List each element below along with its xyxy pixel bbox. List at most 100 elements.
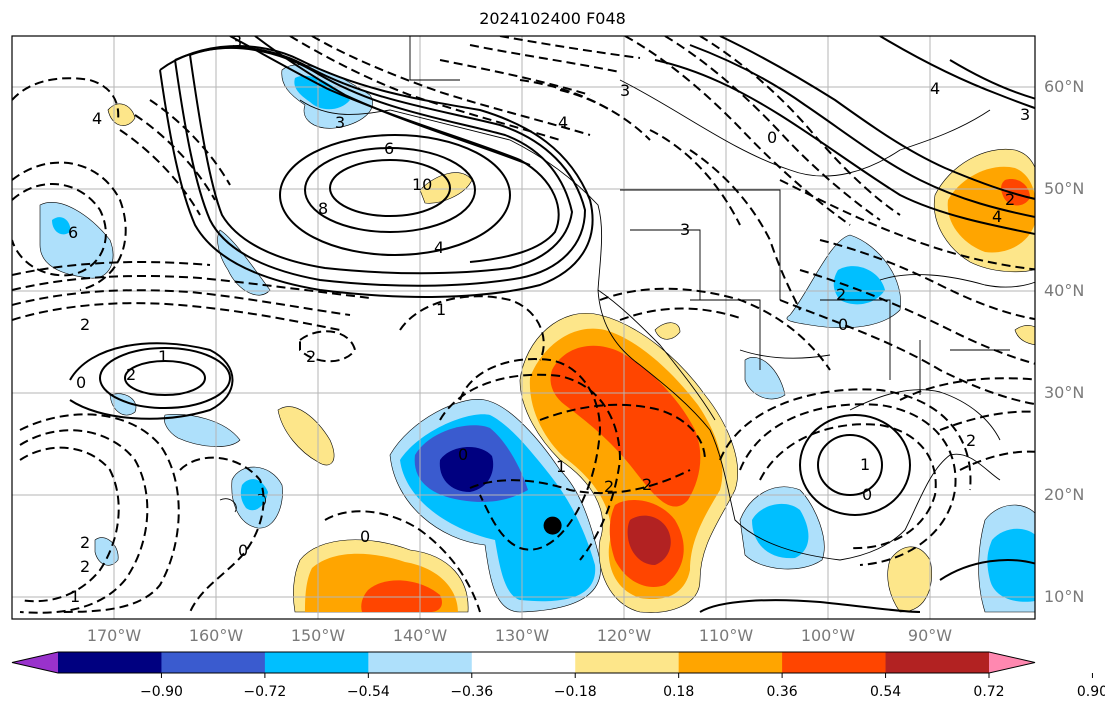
- contour-label: 2: [80, 315, 90, 334]
- colorbar-segment: [264, 652, 369, 673]
- colorbar-tick-label: 0.36: [766, 684, 798, 700]
- colorbar-tick-label: −0.72: [243, 684, 287, 700]
- colorbar-outline: [11, 651, 1036, 674]
- map-frame: [11, 35, 1036, 620]
- contour-label: 1: [436, 300, 446, 319]
- colorbar-tick-label: −0.18: [553, 684, 597, 700]
- coastlines: [219, 36, 1035, 561]
- colorbar-tick-label: −0.90: [139, 684, 183, 700]
- contour-label: 0: [458, 445, 468, 464]
- contour-label: 2: [1005, 190, 1015, 209]
- positive-anomaly-small-2: [107, 103, 136, 126]
- contour-label: 4: [992, 207, 1002, 226]
- contour-label: 2: [306, 347, 316, 366]
- contour-label: 3: [232, 32, 242, 51]
- contour-label: 0: [862, 485, 872, 504]
- colorbar-segment: [678, 652, 783, 673]
- negative-anomaly-small-4: [163, 414, 241, 447]
- colorbar-segment: [58, 652, 162, 673]
- longitude-label: 120°W: [596, 626, 652, 645]
- negative-contours: [12, 36, 1035, 614]
- negative-anomaly-gulf: [744, 357, 786, 400]
- colorbar-extend-low: [12, 652, 58, 673]
- longitude-label: 140°W: [392, 626, 448, 645]
- colorbar-tick-label: 0.90: [1076, 684, 1105, 700]
- contour-labels: 3 4 3 6 10 8 4 6 1 2 2 1 2 0 0 2 2 1 0 4…: [68, 32, 1030, 606]
- colorbar-segment: [161, 652, 266, 673]
- contour-label: 10: [412, 175, 432, 194]
- map-title: 2024102400 F048: [479, 9, 626, 28]
- latitude-label: 40°N: [1044, 281, 1085, 300]
- negative-anomaly-small-2: [94, 537, 119, 566]
- contour-label: 0: [76, 373, 86, 392]
- colorbar-segment: [782, 652, 887, 673]
- contour-label: 0: [360, 527, 370, 546]
- longitude-label: 160°W: [188, 626, 244, 645]
- negative-anomaly-caribbean-core: [987, 528, 1035, 602]
- contour-label: 2: [642, 475, 652, 494]
- negative-anomaly-west-core: [52, 217, 71, 235]
- negative-anomaly-core: [439, 446, 494, 492]
- positive-contours: [69, 36, 1035, 613]
- positive-anomaly-small-4: [887, 546, 932, 613]
- contour-label: 6: [384, 139, 394, 158]
- contour-label: 0: [238, 541, 248, 560]
- longitude-label: 100°W: [800, 626, 856, 645]
- colorbar-tick-label: −0.54: [346, 684, 390, 700]
- colorbar-tick-label: −0.36: [450, 684, 494, 700]
- negative-anomaly-alaska-core: [294, 75, 350, 110]
- colorbar-extend-high: [989, 652, 1035, 673]
- contour-label: 4: [434, 238, 444, 257]
- colorbar-tick-label: 0.18: [663, 684, 695, 700]
- contour-label: 3: [620, 81, 630, 100]
- contour-label: 6: [68, 223, 78, 242]
- latitude-label: 50°N: [1044, 179, 1085, 198]
- contour-label: 0: [767, 128, 777, 147]
- colorbar-segment: [575, 652, 680, 673]
- positive-anomaly-core: [627, 515, 671, 565]
- colorbar-tick-label: 0.54: [869, 684, 902, 700]
- longitude-label: 90°W: [907, 626, 953, 645]
- latitude-label: 10°N: [1044, 587, 1085, 606]
- contour-label: 4: [92, 109, 102, 128]
- contour-label: 1: [556, 457, 566, 476]
- longitude-label: 130°W: [494, 626, 550, 645]
- contour-label: 3: [680, 220, 690, 239]
- contour-label: 3: [335, 113, 345, 132]
- colorbar: [11, 651, 1093, 678]
- contour-label: 0: [838, 315, 848, 334]
- positive-anomaly-pacific-red: [361, 580, 442, 612]
- contour-label: 2: [604, 477, 614, 496]
- positive-anomaly-small-6: [1014, 325, 1035, 345]
- colorbar-tick-label: 0.72: [973, 684, 1005, 700]
- contour-label: 1: [70, 587, 80, 606]
- positive-anomaly-small-5: [654, 322, 681, 340]
- positive-anomaly-red: [550, 345, 701, 507]
- shaded-anomaly-layer: [39, 64, 1035, 613]
- colorbar-segment: [368, 652, 473, 673]
- longitude-label: 110°W: [698, 626, 754, 645]
- contour-label: 2: [966, 431, 976, 450]
- contour-label: 1: [860, 455, 870, 474]
- contour-label: 2: [836, 285, 846, 304]
- latitude-label: 30°N: [1044, 383, 1085, 402]
- contour-label: 2: [80, 557, 90, 576]
- colorbar-segment: [471, 652, 576, 673]
- positive-anomaly-small-1: [277, 406, 335, 466]
- contour-label: 4: [558, 113, 568, 132]
- latitude-label: 20°N: [1044, 485, 1085, 504]
- positive-anomaly-northeast-red: [1001, 179, 1030, 206]
- contour-label: 4: [930, 79, 940, 98]
- contour-label: 2: [126, 365, 136, 384]
- contour-label: 1: [158, 347, 168, 366]
- longitude-label: 170°W: [86, 626, 142, 645]
- location-marker: [543, 516, 562, 535]
- contour-label: 3: [1020, 105, 1030, 124]
- latitude-label: 60°N: [1044, 77, 1085, 96]
- longitude-label: 150°W: [290, 626, 346, 645]
- contour-label: 2: [80, 533, 90, 552]
- contour-label: 8: [318, 199, 328, 218]
- colorbar-segment: [885, 652, 990, 673]
- negative-anomaly-mexico-core: [752, 503, 809, 559]
